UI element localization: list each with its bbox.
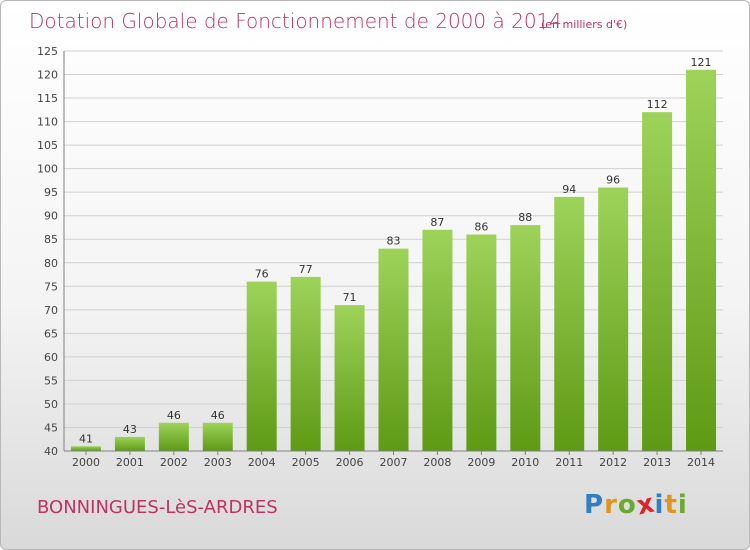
x-tick-label-2006: 2006 bbox=[336, 456, 364, 469]
bar-2003 bbox=[202, 422, 233, 451]
x-tick-label-2007: 2007 bbox=[380, 456, 408, 469]
data-label-2004: 76 bbox=[255, 268, 269, 281]
x-tick-label-2002: 2002 bbox=[160, 456, 188, 469]
x-tick-label-2003: 2003 bbox=[204, 456, 232, 469]
y-tick-label: 45 bbox=[44, 421, 58, 434]
y-tick-label: 55 bbox=[44, 374, 58, 387]
y-tick-label: 75 bbox=[44, 280, 58, 293]
data-label-2014: 121 bbox=[691, 56, 712, 69]
bar-2006 bbox=[334, 305, 365, 451]
data-label-2005: 77 bbox=[299, 263, 313, 276]
bar-2008 bbox=[422, 229, 453, 451]
data-label-2006: 71 bbox=[343, 291, 357, 304]
y-tick-label: 105 bbox=[37, 139, 58, 152]
data-label-2002: 46 bbox=[167, 409, 181, 422]
data-label-2001: 43 bbox=[123, 423, 137, 436]
bar-2000 bbox=[70, 446, 101, 451]
bar-2001 bbox=[114, 436, 145, 451]
y-tick-label: 125 bbox=[37, 45, 58, 58]
y-tick-label: 110 bbox=[37, 116, 58, 129]
x-tick-label-2001: 2001 bbox=[116, 456, 144, 469]
bar-2005 bbox=[290, 276, 321, 451]
y-tick-label: 80 bbox=[44, 257, 58, 270]
x-tick-label-2012: 2012 bbox=[599, 456, 627, 469]
y-tick-label: 60 bbox=[44, 351, 58, 364]
y-tick-label: 70 bbox=[44, 304, 58, 317]
data-label-2010: 88 bbox=[518, 211, 532, 224]
bar-2007 bbox=[378, 248, 409, 451]
y-tick-label: 40 bbox=[44, 445, 58, 458]
bar-2009 bbox=[466, 234, 497, 451]
x-tick-label-2010: 2010 bbox=[511, 456, 539, 469]
data-label-2012: 96 bbox=[606, 173, 620, 186]
x-tick-label-2005: 2005 bbox=[292, 456, 320, 469]
chart-subtitle: (en milliers d'€) bbox=[541, 18, 628, 31]
logo-letter: P bbox=[584, 490, 605, 520]
data-label-2009: 86 bbox=[474, 221, 488, 234]
logo-letter: r bbox=[604, 490, 618, 520]
y-tick-label: 85 bbox=[44, 233, 58, 246]
bar-2004 bbox=[246, 281, 277, 451]
logo-letter: i bbox=[677, 490, 688, 520]
y-tick-label: 50 bbox=[44, 398, 58, 411]
y-tick-label: 100 bbox=[37, 163, 58, 176]
bar-2011 bbox=[554, 196, 585, 451]
x-tick-label-2009: 2009 bbox=[467, 456, 495, 469]
commune-name: BONNINGUES-LèS-ARDRES bbox=[37, 497, 278, 518]
y-tick-label: 90 bbox=[44, 210, 58, 223]
y-tick-label: 95 bbox=[44, 186, 58, 199]
logo-letter: t bbox=[664, 490, 678, 520]
data-label-2013: 112 bbox=[647, 98, 668, 111]
logo-letter: o bbox=[617, 490, 637, 520]
data-label-2000: 41 bbox=[79, 432, 93, 445]
data-label-2003: 46 bbox=[211, 409, 225, 422]
y-tick-label: 65 bbox=[44, 327, 58, 340]
bar-2002 bbox=[158, 422, 189, 451]
bar-2013 bbox=[642, 112, 673, 452]
logo-letter: i bbox=[654, 490, 665, 520]
x-tick-label-2004: 2004 bbox=[248, 456, 276, 469]
chart-title: Dotation Globale de Fonctionnement de 20… bbox=[29, 9, 562, 33]
bar-2010 bbox=[510, 225, 541, 451]
x-tick-label-2011: 2011 bbox=[555, 456, 583, 469]
x-tick-label-2000: 2000 bbox=[72, 456, 100, 469]
y-tick-label: 120 bbox=[37, 69, 58, 82]
y-tick-label: 115 bbox=[37, 92, 58, 105]
x-tick-label-2014: 2014 bbox=[687, 456, 715, 469]
x-tick-label-2013: 2013 bbox=[643, 456, 671, 469]
bar-2014 bbox=[686, 69, 717, 451]
x-tick-label-2008: 2008 bbox=[423, 456, 451, 469]
proxiti-logo: Proxiti bbox=[584, 488, 688, 521]
bar-2012 bbox=[598, 187, 629, 451]
data-label-2007: 83 bbox=[387, 235, 401, 248]
data-label-2008: 87 bbox=[430, 216, 444, 229]
data-label-2011: 94 bbox=[562, 183, 576, 196]
